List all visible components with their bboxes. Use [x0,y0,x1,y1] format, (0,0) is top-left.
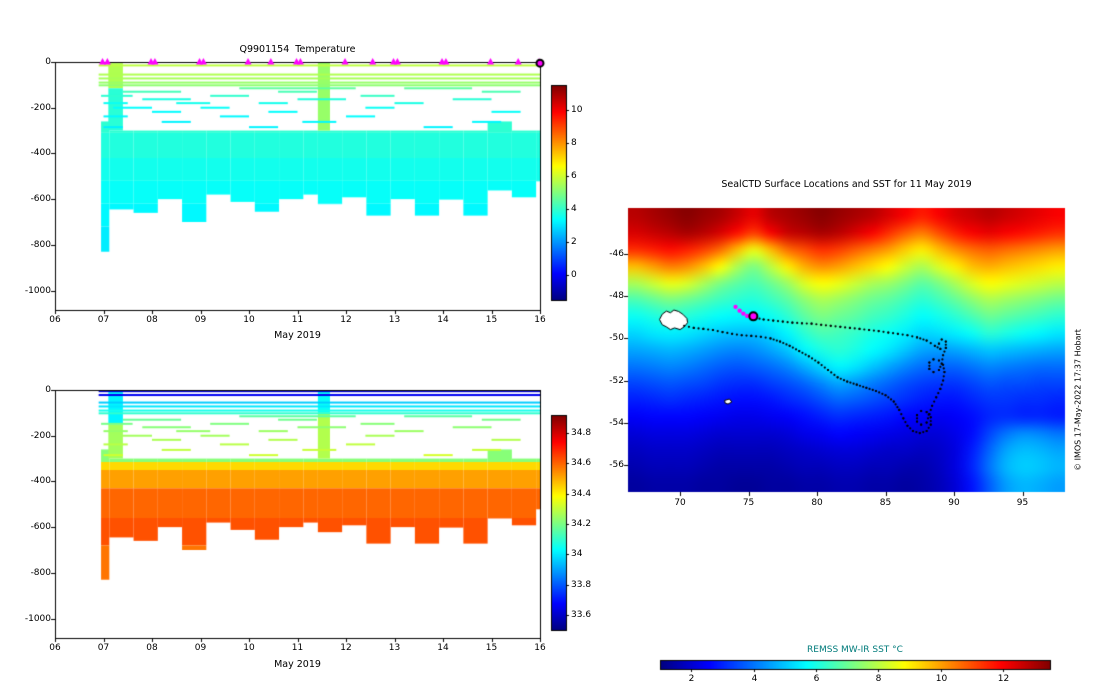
map-title: SealCTD Surface Locations and SST for 11… [721,179,972,190]
colorbar-tick-label: 34.8 [571,427,592,438]
colorbar-tick-label: 4 [751,674,758,684]
sst-colorbar-label: REMSS MW-IR SST °C [807,645,903,655]
colorbar-tick-label: 2 [688,674,695,684]
x-tick-label: 08 [146,315,158,325]
x-tick-label: 09 [194,315,207,325]
x-tick-label: 11 [291,643,304,653]
x-tick-label: 12 [340,315,352,325]
colorbar-tick-label: 34.2 [571,518,592,529]
x-tick-label: 85 [879,498,892,508]
x-tick-label: 10 [243,315,255,325]
colorbar-tick-label: 33.6 [571,609,592,620]
y-tick-label: 0 [45,57,51,67]
x-tick-label: 07 [97,315,110,325]
salinity-plot-xlabel: May 2019 [274,659,321,670]
colorbar-tick-label: 10 [935,674,948,684]
y-tick-label: -56 [609,459,624,470]
y-tick-label: 0 [45,385,51,395]
x-tick-label: 07 [97,643,110,653]
x-tick-label: 15 [485,315,498,325]
y-tick-label: -400 [30,148,51,159]
colorbar-tick-label: 0 [571,269,577,280]
y-tick-label: -1000 [24,613,51,624]
x-tick-label: 16 [534,315,546,325]
x-tick-label: 16 [534,643,546,653]
x-tick-label: 13 [388,643,401,653]
colorbar-tick-label: 4 [571,203,577,214]
y-tick-label: -1000 [24,285,51,296]
x-tick-label: 90 [948,498,960,508]
x-tick-label: 08 [146,643,158,653]
colorbar-tick-label: 8 [571,137,577,148]
y-tick-label: -600 [30,522,51,533]
x-tick-label: 10 [243,643,255,653]
y-tick-label: -400 [30,476,51,487]
map-credit: © IMOS 17-May-2022 17:37 Hobart [1073,329,1083,471]
x-tick-label: 13 [388,315,401,325]
y-tick-label: -50 [609,333,624,344]
y-tick-label: -200 [30,102,51,113]
colorbar-tick-label: 6 [571,170,577,181]
colorbar-tick-label: 6 [813,674,820,684]
x-tick-label: 14 [437,643,449,653]
x-tick-label: 09 [194,643,207,653]
colorbar-tick-label: 34.6 [571,457,592,468]
y-tick-label: -800 [30,239,51,250]
y-tick-label: -52 [609,375,624,386]
colorbar-tick-label: 12 [997,674,1010,684]
y-tick-label: -46 [609,249,624,260]
x-tick-label: 14 [437,315,449,325]
y-tick-label: -800 [30,567,51,578]
x-tick-label: 06 [49,643,61,653]
x-tick-label: 95 [1016,498,1029,508]
x-tick-label: 75 [742,498,755,508]
colorbar-tick-label: 8 [875,674,882,684]
y-tick-label: -48 [609,291,624,302]
colorbar-tick-label: 2 [571,236,577,247]
colorbar-tick-label: 34 [571,548,583,559]
x-tick-label: 15 [485,643,498,653]
x-tick-label: 80 [811,498,823,508]
temperature-plot-xlabel: May 2019 [274,330,321,341]
y-tick-label: -200 [30,430,51,441]
colorbar-tick-label: 34.4 [571,488,592,499]
colorbar-tick-label: 33.8 [571,579,592,590]
x-tick-label: 11 [291,315,304,325]
x-tick-label: 70 [674,498,686,508]
x-tick-label: 12 [340,643,352,653]
colorbar-tick-label: 10 [571,104,583,115]
y-tick-label: -54 [609,417,624,428]
y-tick-label: -600 [30,194,51,205]
x-tick-label: 06 [49,315,61,325]
temperature-plot-title: Q9901154 Temperature [239,44,356,55]
